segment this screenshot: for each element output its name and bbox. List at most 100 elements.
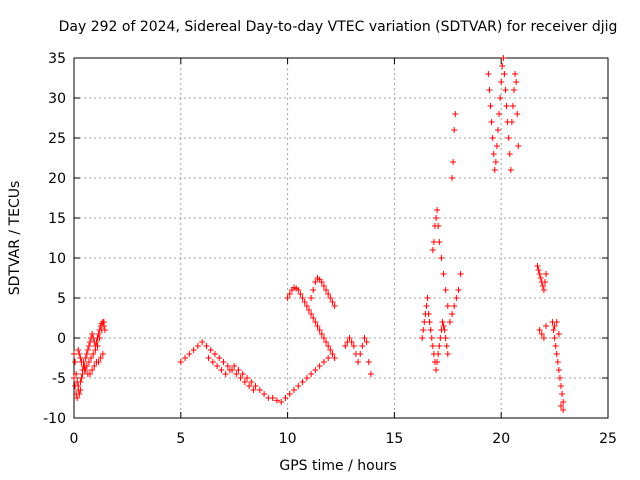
data-point-plus-marker (320, 335, 327, 341)
x-tick-label: 20 (492, 431, 510, 447)
y-tick-label: 20 (48, 171, 66, 187)
data-point-plus-marker (558, 403, 565, 409)
plot-frame (73, 57, 609, 419)
data-point-plus-marker (433, 367, 440, 373)
data-point-plus-marker (186, 351, 193, 357)
data-point-plus-marker (487, 103, 494, 109)
data-point-plus-marker (434, 359, 441, 365)
data-point-plus-marker (308, 311, 315, 317)
data-point-plus-marker (427, 327, 434, 333)
data-point-plus-marker (538, 331, 545, 337)
x-tick-label: 15 (385, 431, 403, 447)
data-point-plus-marker (426, 319, 433, 325)
data-point-plus-marker (496, 111, 503, 117)
data-point-plus-marker (93, 339, 100, 345)
data-point-plus-marker (211, 351, 218, 357)
data-point-plus-marker (84, 347, 91, 353)
data-point-plus-marker (442, 287, 449, 293)
data-point-plus-marker (442, 335, 449, 341)
data-point-plus-marker (551, 335, 558, 341)
data-point-plus-marker (323, 287, 330, 293)
data-point-plus-marker (359, 343, 366, 349)
y-tick-label: 30 (48, 91, 66, 107)
data-point-plus-marker (329, 299, 336, 305)
data-point-plus-marker (73, 391, 80, 397)
data-point-plus-marker (438, 255, 445, 261)
data-point-plus-marker (205, 355, 212, 361)
data-point-plus-marker (457, 271, 464, 277)
data-point-plus-marker (82, 367, 89, 373)
data-point-plus-marker (489, 135, 496, 141)
data-point-plus-marker (556, 375, 563, 381)
data-point-plus-marker (182, 355, 189, 361)
y-tick-labels: -10 -5 0 5 10 15 20 25 30 35 (43, 51, 66, 427)
data-point-plus-marker (92, 347, 99, 353)
data-point-plus-marker (541, 279, 548, 285)
data-point-plus-marker (74, 395, 81, 401)
x-tick-label: 25 (599, 431, 617, 447)
data-point-plus-marker (536, 271, 543, 277)
data-point-plus-marker (87, 371, 94, 377)
data-point-plus-marker (261, 391, 268, 397)
data-point-plus-marker (435, 223, 442, 229)
y-tick-label: 25 (48, 131, 66, 147)
data-point-plus-marker (361, 335, 368, 341)
data-point-plus-marker (327, 347, 334, 353)
data-point-plus-marker (551, 323, 558, 329)
data-point-plus-marker (512, 71, 519, 77)
y-tick-label: 0 (57, 331, 66, 347)
data-point-plus-marker (241, 379, 248, 385)
x-tick-label: 0 (70, 431, 79, 447)
data-point-plus-marker (75, 347, 82, 353)
data-point-plus-marker (312, 279, 319, 285)
data-point-plus-marker (540, 287, 547, 293)
data-point-plus-marker (493, 143, 500, 149)
data-point-plus-marker (515, 143, 522, 149)
data-point-plus-marker (226, 367, 233, 373)
data-point-plus-marker (441, 327, 448, 333)
data-point-plus-marker (301, 299, 308, 305)
data-point-plus-marker (449, 311, 456, 317)
y-axis-label: SDTVAR / TECUs (7, 181, 23, 296)
data-points (71, 55, 567, 413)
data-point-plus-marker (282, 395, 289, 401)
data-point-plus-marker (331, 355, 338, 361)
data-point-plus-marker (451, 303, 458, 309)
x-tick-label: 10 (279, 431, 297, 447)
data-point-plus-marker (534, 263, 541, 269)
data-point-plus-marker (244, 375, 251, 381)
data-point-plus-marker (507, 167, 514, 173)
data-point-plus-marker (299, 295, 306, 301)
data-point-plus-marker (222, 371, 229, 377)
data-point-plus-marker (224, 363, 231, 369)
data-point-plus-marker (550, 327, 557, 333)
data-point-plus-marker (450, 159, 457, 165)
data-point-plus-marker (237, 375, 244, 381)
data-point-plus-marker (513, 79, 520, 85)
data-point-plus-marker (346, 335, 353, 341)
data-point-plus-marker (437, 335, 444, 341)
data-point-plus-marker (78, 359, 85, 365)
data-point-plus-marker (235, 367, 242, 373)
data-point-plus-marker (248, 379, 255, 385)
data-point-plus-marker (286, 291, 293, 297)
data-point-plus-marker (419, 335, 426, 341)
data-point-plus-marker (486, 87, 493, 93)
data-point-plus-marker (440, 323, 447, 329)
data-point-plus-marker (488, 119, 495, 125)
data-point-plus-marker (435, 351, 442, 357)
data-point-plus-marker (79, 371, 86, 377)
data-point-plus-marker (436, 343, 443, 349)
data-point-plus-marker (97, 355, 104, 361)
data-point-plus-marker (367, 371, 374, 377)
data-point-plus-marker (443, 343, 450, 349)
data-point-plus-marker (95, 331, 102, 337)
data-point-plus-marker (231, 363, 238, 369)
data-point-plus-marker (498, 79, 505, 85)
data-point-plus-marker (433, 215, 440, 221)
data-point-plus-marker (429, 343, 436, 349)
data-point-plus-marker (439, 319, 446, 325)
data-point-plus-marker (434, 207, 441, 213)
data-point-plus-marker (214, 363, 221, 369)
data-point-plus-marker (80, 363, 87, 369)
